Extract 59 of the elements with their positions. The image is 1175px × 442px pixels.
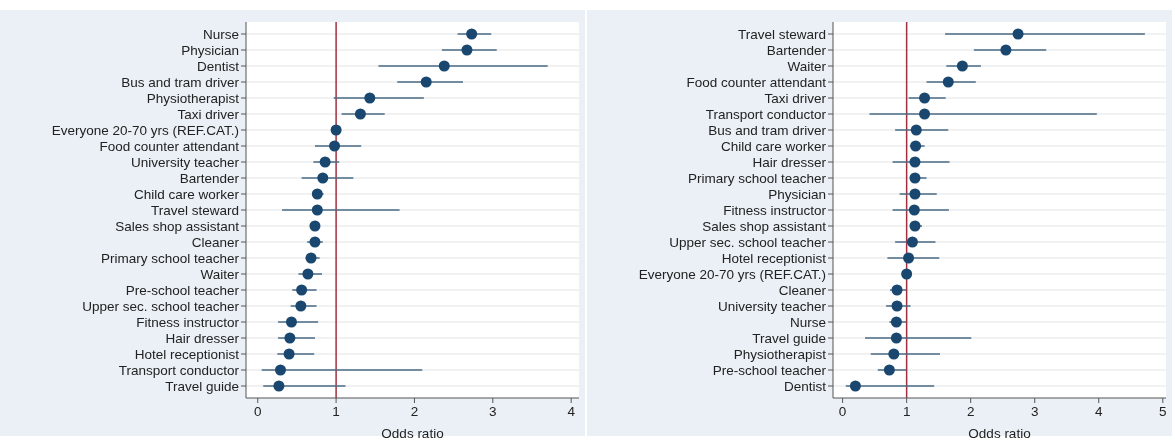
- x-tick-label: 0: [838, 404, 847, 419]
- y-tick-label: University teacher: [130, 154, 240, 170]
- y-tick-label: Cleaner: [778, 282, 827, 298]
- y-tick-label: Pre-school teacher: [712, 362, 827, 378]
- x-axis-title: Odds ratio: [968, 426, 1031, 441]
- y-tick-label: Physiotherapist: [146, 90, 240, 106]
- x-tick-label: 4: [1095, 404, 1103, 419]
- y-tick-label: Everyone 20-70 yrs (REF.CAT.): [638, 266, 826, 282]
- y-tick-label: Upper sec. school teacher: [82, 298, 240, 314]
- y-tick-label: Child care worker: [720, 138, 827, 154]
- y-tick-label: Upper sec. school teacher: [669, 234, 827, 250]
- x-tick-label: 2: [966, 404, 975, 419]
- y-tick-label: Waiter: [200, 266, 240, 282]
- y-tick-label: Food counter attendant: [686, 74, 827, 90]
- y-tick-label: Fitness instructor: [136, 314, 240, 330]
- y-tick-label: Bus and tram driver: [121, 74, 240, 90]
- y-tick-label: Primary school teacher: [687, 170, 827, 186]
- y-tick-label: Physician: [181, 42, 239, 58]
- y-tick-label: Transport conductor: [705, 106, 827, 122]
- x-tick-label: 1: [332, 404, 340, 419]
- y-tick-label: Physiotherapist: [733, 346, 827, 362]
- y-tick-label: University teacher: [717, 298, 827, 314]
- x-tick-label: 2: [410, 404, 419, 419]
- y-tick-label: Nurse: [789, 314, 826, 330]
- y-tick-label: Sales shop assistant: [702, 218, 827, 234]
- y-tick-label: Travel guide: [165, 378, 239, 394]
- x-axis-title: Odds ratio: [381, 426, 444, 441]
- y-tick-label: Hotel receptionist: [721, 250, 827, 266]
- x-tick-label: 3: [1030, 404, 1039, 419]
- y-tick-label: Travel steward: [150, 202, 239, 218]
- y-tick-label: Physician: [768, 186, 826, 202]
- y-tick-label: Transport conductor: [118, 362, 240, 378]
- y-tick-label: Primary school teacher: [100, 250, 240, 266]
- x-tick-label: 4: [567, 404, 576, 419]
- y-tick-label: Hotel receptionist: [134, 346, 240, 362]
- y-tick-label: Bus and tram driver: [708, 122, 827, 138]
- y-tick-label: Child care worker: [133, 186, 240, 202]
- y-tick-label: Waiter: [787, 58, 827, 74]
- y-tick-label: Fitness instructor: [723, 202, 827, 218]
- y-tick-label: Hair dresser: [165, 330, 240, 346]
- y-tick-label: Pre-school teacher: [125, 282, 240, 298]
- y-tick-label: Sales shop assistant: [115, 218, 240, 234]
- y-tick-label: Food counter attendant: [99, 138, 240, 154]
- y-tick-label: Nurse: [202, 26, 239, 42]
- y-tick-label: Dentist: [196, 58, 240, 74]
- y-tick-label: Taxi driver: [764, 90, 827, 106]
- x-tick-label: 3: [489, 404, 497, 419]
- y-tick-label: Hair dresser: [752, 154, 827, 170]
- y-tick-label: Travel guide: [752, 330, 826, 346]
- y-tick-label: Cleaner: [191, 234, 240, 250]
- x-tick-label: 5: [1159, 404, 1167, 419]
- y-tick-label: Taxi driver: [177, 106, 240, 122]
- y-tick-label: Dentist: [783, 378, 827, 394]
- x-tick-label: 1: [902, 404, 911, 419]
- y-tick-label: Travel steward: [737, 26, 826, 42]
- x-tick-label: 0: [254, 404, 262, 419]
- y-tick-label: Bartender: [766, 42, 827, 58]
- y-tick-label: Bartender: [179, 170, 240, 186]
- y-tick-label: Everyone 20-70 yrs (REF.CAT.): [51, 122, 239, 138]
